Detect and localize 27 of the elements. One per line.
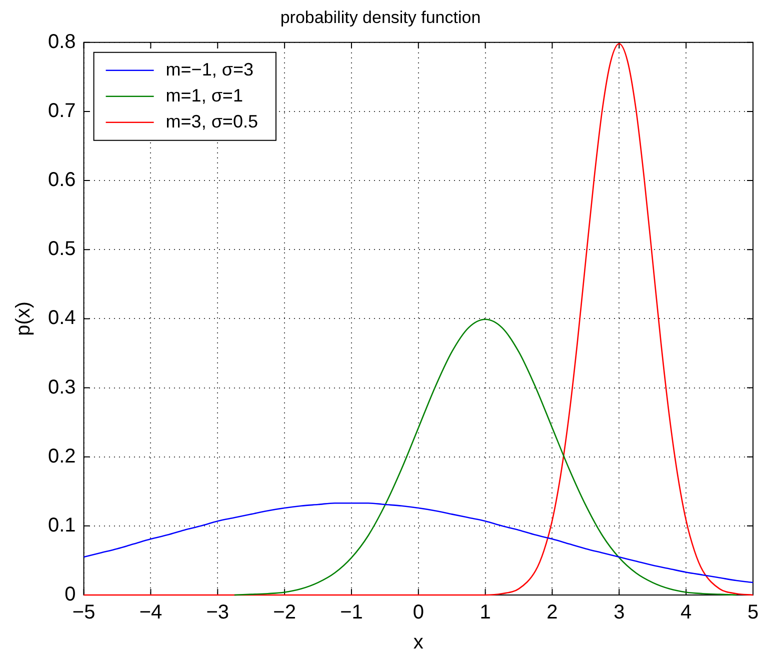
y-tick-label: 0.4 — [48, 307, 76, 330]
y-axis-title: p(x) — [12, 301, 35, 336]
chart-title: probability density function — [280, 8, 481, 27]
x-tick-label: 4 — [680, 602, 692, 624]
line-series — [83, 43, 754, 596]
y-tick-label: 0.3 — [48, 376, 76, 398]
x-tick-label: −3 — [206, 602, 230, 624]
legend-label: m=−1, σ=3 — [166, 59, 254, 80]
x-axis-title: x — [413, 632, 424, 654]
legend-label: m=1, σ=1 — [166, 85, 243, 106]
x-tick-label: −4 — [139, 602, 162, 624]
x-tick-label: 1 — [480, 602, 491, 624]
y-tick-label: 0.1 — [48, 514, 76, 536]
y-tick-label: 0.8 — [48, 30, 76, 53]
x-tick-label: −2 — [273, 602, 296, 624]
x-tick-label: 3 — [614, 602, 625, 624]
line-series — [83, 502, 754, 584]
line-series — [234, 318, 737, 596]
y-tick-label: 0.2 — [48, 445, 76, 468]
x-tick-label: 0 — [412, 602, 424, 624]
y-tick-label: 0.6 — [48, 169, 76, 192]
x-tick-label: 2 — [546, 602, 558, 624]
x-tick-label: 5 — [747, 602, 759, 624]
legend-label: m=3, σ=0.5 — [166, 111, 258, 132]
y-tick-label: 0.5 — [48, 238, 76, 260]
y-tick-label: 0.7 — [48, 100, 76, 122]
x-tick-label: −1 — [340, 602, 363, 624]
